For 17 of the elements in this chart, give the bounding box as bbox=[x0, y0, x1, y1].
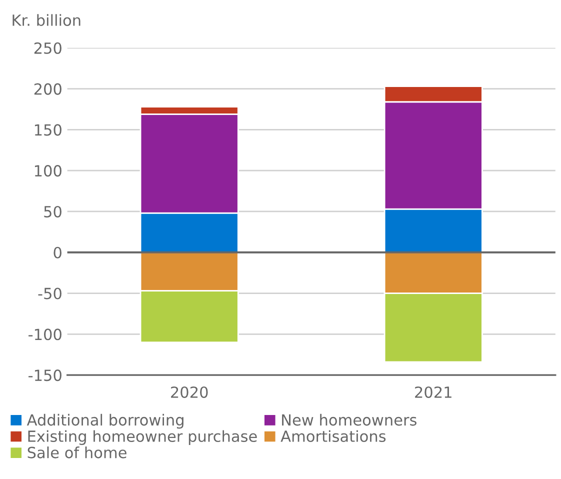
x-tick-label: 2020 bbox=[171, 386, 208, 398]
y-tick-label: -100 bbox=[28, 328, 62, 340]
y-tick-label: 50 bbox=[44, 206, 62, 218]
legend-label: Additional borrowing bbox=[26, 414, 184, 429]
y-axis-title: Kr. billion bbox=[12, 14, 80, 26]
legend-label: Existing homeowner purchase bbox=[28, 430, 257, 445]
y-tick-label: 150 bbox=[34, 124, 62, 136]
x-tick-label: 2021 bbox=[415, 386, 452, 398]
legend-label: New homeowners bbox=[282, 414, 416, 426]
y-tick-label: 100 bbox=[34, 165, 62, 177]
y-tick-label: -150 bbox=[28, 370, 62, 382]
legend-label: Amortisations bbox=[280, 430, 386, 442]
y-tick-label: -50 bbox=[38, 288, 62, 300]
y-tick-label: 200 bbox=[34, 83, 62, 95]
y-tick-label: 250 bbox=[34, 42, 62, 54]
legend-label: Sale of home bbox=[28, 446, 126, 458]
y-tick-label: 0 bbox=[54, 246, 62, 258]
